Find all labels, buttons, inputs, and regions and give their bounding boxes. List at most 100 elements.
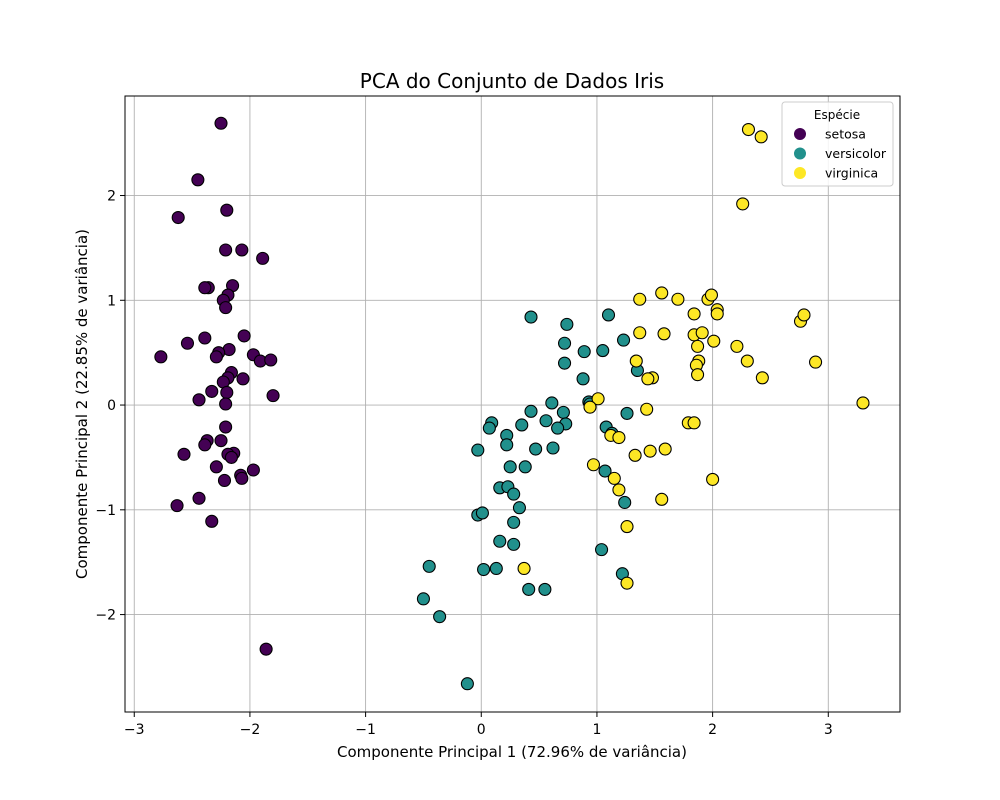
data-point-versicolor [595,543,609,557]
data-point-versicolor [601,308,616,322]
data-point-versicolor [558,356,572,370]
data-point-virginica [629,354,643,368]
data-point-versicolor [598,464,612,478]
data-point-virginica [741,122,756,137]
data-point-virginica [517,561,531,576]
data-point-virginica [612,430,626,445]
x-tick-label: 3 [824,722,833,738]
data-point-versicolor [560,317,574,331]
data-point-setosa [266,389,280,403]
x-axis-label: Componente Principal 1 (72.96% de variân… [337,743,687,761]
data-point-virginica [687,307,701,321]
data-point-virginica [612,483,626,497]
data-point-setosa [220,203,234,217]
data-point-setosa [219,420,233,434]
data-point-versicolor [475,506,489,520]
data-point-setosa [205,384,219,398]
data-point-virginica [633,292,647,306]
data-point-virginica [633,326,647,340]
data-point-versicolor [620,406,634,420]
data-point-setosa [198,438,212,452]
x-tick-label: 0 [477,722,486,738]
grid-lines [125,96,900,712]
data-point-virginica [641,372,655,386]
data-point-versicolor [596,344,610,358]
data-point-virginica [730,339,744,353]
data-point-virginica [856,396,870,410]
data-point-virginica [707,334,721,348]
data-point-virginica [643,444,657,458]
data-point-virginica [657,327,671,341]
chart-title: PCA do Conjunto de Dados Iris [360,69,664,93]
series-virginica [517,122,870,590]
data-point-virginica [583,400,597,414]
data-point-versicolor [477,562,491,577]
data-point-versicolor [524,404,538,418]
data-point-setosa [214,434,228,448]
data-point-versicolor [558,336,572,350]
data-point-setosa [209,350,223,364]
legend-label-setosa: setosa [825,127,866,142]
data-point-setosa [237,329,251,343]
legend-marker-setosa [794,128,806,140]
data-point-versicolor [529,442,543,456]
data-point-setosa [192,491,206,505]
data-point-virginica [591,392,605,406]
legend-label-versicolor: versicolor [825,146,887,161]
data-point-versicolor [433,610,447,624]
data-point-versicolor [538,582,552,596]
series-setosa [154,116,280,656]
data-point-setosa [209,460,223,474]
data-point-setosa [224,450,238,464]
data-point-setosa [171,210,185,225]
legend-label-virginica: virginica [825,166,878,181]
data-point-virginica [620,576,634,590]
data-point-setosa [217,473,232,488]
data-point-versicolor [515,418,529,432]
data-point-versicolor [539,414,553,428]
plot-background [125,96,900,712]
legend: Espécie setosa versicolor virginica [781,101,894,187]
data-point-versicolor [512,501,526,515]
data-point-versicolor [493,534,507,548]
data-point-setosa [219,243,233,257]
data-point-versicolor [618,495,632,510]
data-point-virginica [704,288,719,302]
data-point-setosa [198,281,212,295]
data-point-setosa [192,393,206,407]
data-point-virginica [671,292,685,306]
x-tick-label: −3 [124,722,145,738]
data-point-setosa [154,350,168,364]
y-tick-label: 0 [107,398,116,414]
legend-marker-versicolor [794,147,806,160]
data-point-setosa [235,471,249,485]
data-point-setosa [259,642,273,656]
data-point-versicolor [503,460,517,474]
data-point-versicolor [577,345,591,359]
data-point-virginica [607,471,621,485]
data-point-setosa [246,463,260,477]
data-point-versicolor [482,421,496,435]
data-point-virginica [620,520,634,534]
legend-title: Espécie [814,108,860,122]
data-point-setosa [214,116,228,130]
data-point-setosa [177,447,191,461]
data-point-versicolor [522,582,536,596]
data-point-virginica [695,326,709,340]
data-point-versicolor [489,561,503,576]
data-point-virginica [691,339,705,353]
legend-marker-virginica [794,167,806,179]
data-point-versicolor [576,372,590,386]
data-point-virginica [628,448,642,462]
x-axis-ticks: −3 −2 −1 0 1 2 3 [124,712,833,738]
data-point-versicolor [546,441,560,455]
data-point-setosa [170,499,184,513]
data-point-setosa [235,243,249,257]
data-point-virginica [797,308,811,322]
data-point-setosa [198,331,212,345]
data-point-virginica [736,197,750,211]
y-axis-ticks: −2 −1 0 1 2 [95,189,125,624]
data-point-versicolor [422,559,436,573]
data-point-virginica [640,402,654,416]
